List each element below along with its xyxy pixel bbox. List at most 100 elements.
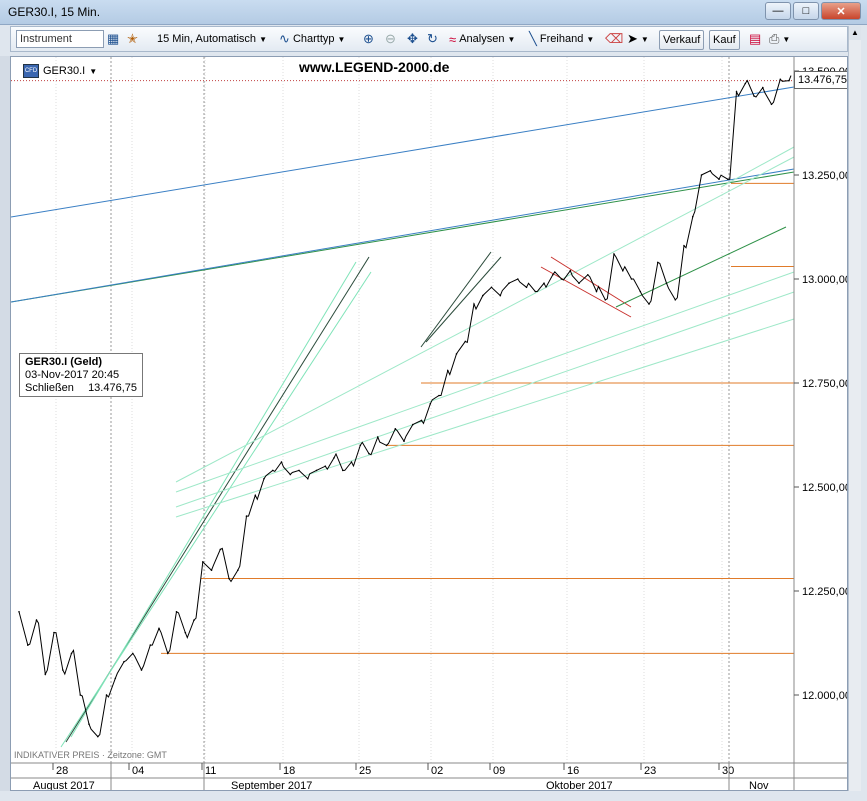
price-point: [333, 457, 335, 459]
price-point: [62, 669, 64, 671]
price-point: [342, 469, 344, 472]
trend-line: [615, 226, 787, 308]
verkauf-button[interactable]: Verkauf: [659, 30, 705, 50]
cursor-dropdown[interactable]: ➤ ▼: [627, 30, 649, 48]
kauf-button[interactable]: Kauf: [709, 30, 740, 50]
trendline-icon: ╲: [529, 31, 537, 46]
price-point: [534, 290, 537, 293]
price-tick-label: 12.250,00: [802, 586, 848, 598]
price-point: [552, 274, 554, 276]
price-point: [613, 253, 615, 255]
price-point: [193, 619, 195, 621]
price-point: [385, 444, 388, 447]
price-point: [508, 282, 510, 284]
chevron-down-icon: ▼: [89, 66, 98, 76]
price-point: [88, 723, 90, 725]
scroll-up-icon[interactable]: ▲: [849, 26, 861, 40]
time-tick-label: 18: [283, 765, 295, 777]
time-tick-label: 30: [722, 765, 734, 777]
chart-grid: [55, 57, 730, 763]
price-point: [630, 278, 633, 280]
price-point: [744, 82, 747, 85]
price-point: [762, 86, 764, 89]
freihand-dropdown[interactable]: ╲ Freihand ▼: [529, 30, 594, 48]
analysen-dropdown[interactable]: ≈ Analysen ▼: [449, 30, 515, 48]
freihand-label: Freihand: [539, 33, 584, 45]
chart-canvas[interactable]: 12.000,00 12.250,00 12.500,00 12.750,00 13.0…: [11, 57, 848, 791]
left-panel-edge: [0, 56, 10, 791]
price-tick-label: 13.000,00: [802, 274, 848, 286]
minimize-icon[interactable]: —: [765, 2, 791, 20]
trend-line: [11, 86, 795, 218]
price-point: [569, 269, 572, 272]
price-chart[interactable]: 12.000,00 12.250,00 12.500,00 12.750,00 13.0…: [10, 56, 848, 791]
price-point: [464, 340, 467, 343]
price-point: [140, 669, 143, 671]
price-point: [700, 174, 703, 176]
price-point: [788, 79, 790, 82]
price-point: [315, 469, 318, 472]
instrument-list-icon[interactable]: ▦: [107, 31, 120, 46]
move-icon[interactable]: ✥: [407, 31, 418, 46]
interval-dropdown[interactable]: 15 Min, Automatisch ▼: [157, 30, 267, 48]
vertical-scrollbar[interactable]: ▲: [848, 26, 861, 791]
price-point: [350, 461, 353, 463]
month-label: August 2017: [33, 780, 95, 791]
trend-line: [175, 156, 795, 483]
trend-line: [11, 168, 795, 303]
compare-icon[interactable]: ✭: [127, 31, 138, 46]
time-tick-label: 28: [56, 765, 68, 777]
chevron-down-icon: ▼: [586, 34, 595, 44]
price-point: [79, 694, 82, 696]
price-point: [175, 611, 178, 613]
price-point: [114, 677, 117, 680]
price-point: [412, 423, 414, 426]
chevron-down-icon: ▼: [782, 34, 791, 44]
price-point: [123, 660, 125, 663]
trend-line: [175, 271, 795, 493]
chart-settings-icon[interactable]: ▤: [749, 31, 762, 46]
watermark: www.LEGEND-2000.de: [299, 59, 450, 75]
zoom-out-icon[interactable]: ⊖: [385, 31, 396, 46]
eraser-icon[interactable]: ⌫: [605, 31, 624, 46]
price-point: [674, 299, 677, 301]
price-point: [53, 631, 55, 634]
price-point: [622, 269, 624, 272]
price-point: [735, 91, 738, 93]
price-tick-label: 12.500,00: [802, 482, 848, 494]
price-point: [44, 673, 47, 675]
price-point: [307, 477, 309, 480]
trend-line: [550, 256, 632, 308]
price-point: [560, 278, 563, 280]
price-point: [403, 440, 405, 443]
price-point: [455, 353, 458, 355]
price-point: [604, 299, 607, 301]
close-icon[interactable]: ✕: [821, 2, 861, 20]
trend-line: [425, 256, 502, 343]
zoom-in-icon[interactable]: ⊕: [363, 31, 374, 46]
price-series: [18, 75, 792, 738]
line-chart-icon: ∿: [279, 31, 290, 46]
refresh-icon[interactable]: ↻: [427, 31, 438, 46]
maximize-icon[interactable]: □: [793, 2, 819, 20]
time-tick-label: 04: [132, 765, 144, 777]
trend-line: [540, 266, 632, 318]
print-dropdown[interactable]: ⎙ ▼: [769, 30, 790, 48]
data-legend: GER30.I (Geld) 03-Nov-2017 20:45 Schließ…: [19, 353, 143, 397]
price-point: [324, 465, 327, 468]
price-tick-label: 13.250,00: [802, 170, 848, 182]
price-point: [420, 419, 423, 422]
price-point: [245, 515, 248, 517]
price-point: [692, 215, 694, 218]
month-label: Nov: [749, 780, 769, 791]
price-point: [587, 274, 589, 276]
price-point: [499, 294, 502, 297]
instrument-input[interactable]: Instrument: [16, 30, 104, 48]
price-point: [202, 561, 204, 563]
symbol-selector[interactable]: CFD GER30.I ▼: [23, 64, 97, 78]
trend-line: [60, 271, 372, 748]
price-point: [149, 644, 152, 646]
charttype-dropdown[interactable]: ∿ Charttyp ▼: [279, 30, 345, 48]
price-point: [727, 178, 729, 180]
time-tick-label: 16: [567, 765, 579, 777]
